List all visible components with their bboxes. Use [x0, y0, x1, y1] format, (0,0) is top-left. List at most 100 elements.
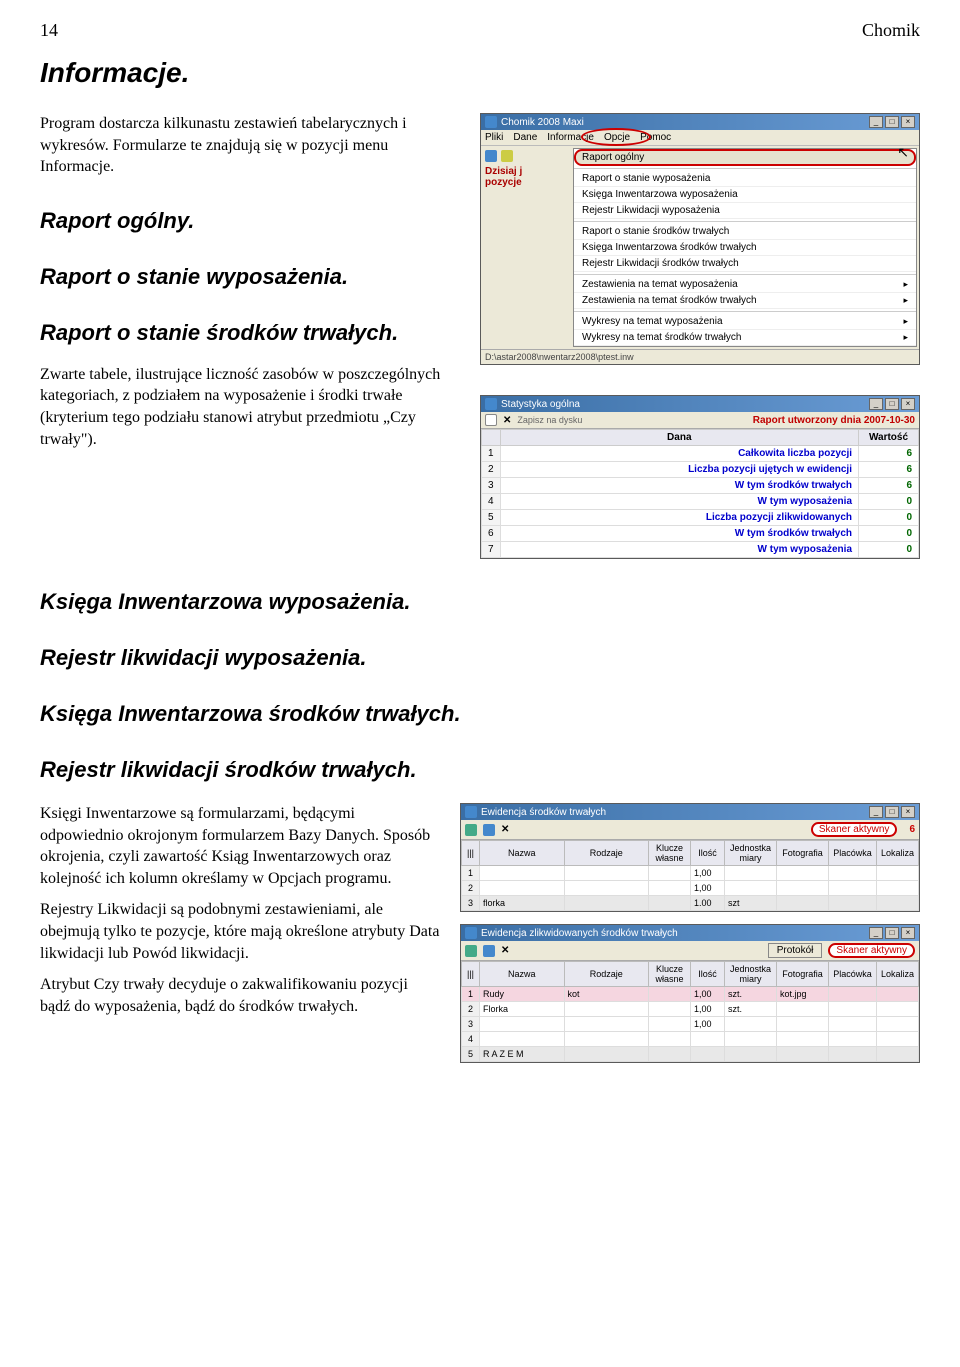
- info-icon[interactable]: [483, 824, 495, 836]
- cell[interactable]: [829, 881, 877, 896]
- cell[interactable]: [877, 896, 919, 911]
- cell[interactable]: [564, 881, 649, 896]
- cell[interactable]: [649, 1002, 691, 1017]
- menu-item[interactable]: Raport ogólny: [574, 149, 916, 166]
- cell[interactable]: szt: [725, 896, 777, 911]
- column-header[interactable]: Lokaliza: [877, 962, 919, 987]
- info-icon[interactable]: [483, 945, 495, 957]
- toolbar-icon[interactable]: [501, 150, 513, 162]
- cell[interactable]: [877, 1002, 919, 1017]
- menu-item[interactable]: Księga Inwentarzowa wyposażenia: [574, 187, 916, 203]
- column-header[interactable]: Nazwa: [480, 962, 565, 987]
- cell[interactable]: [564, 896, 649, 911]
- cell[interactable]: 1,00: [691, 1017, 725, 1032]
- cell[interactable]: [691, 1032, 725, 1047]
- cell[interactable]: [649, 866, 691, 881]
- cell[interactable]: [777, 866, 829, 881]
- cell[interactable]: [877, 881, 919, 896]
- menu-item[interactable]: Wykresy na temat środków trwałych: [574, 330, 916, 346]
- cell[interactable]: szt.: [725, 987, 777, 1002]
- cell[interactable]: [877, 866, 919, 881]
- cell[interactable]: [691, 1047, 725, 1062]
- cell[interactable]: [564, 1047, 649, 1062]
- cell[interactable]: florka: [480, 896, 565, 911]
- menu-item[interactable]: Raport o stanie środków trwałych: [574, 224, 916, 240]
- cell[interactable]: [480, 866, 565, 881]
- table-row[interactable]: 5R A Z E M: [462, 1047, 919, 1062]
- cell[interactable]: [829, 1017, 877, 1032]
- maximize-button[interactable]: □: [885, 927, 899, 939]
- cell[interactable]: 1,00: [691, 1002, 725, 1017]
- table-row[interactable]: 4: [462, 1032, 919, 1047]
- minimize-button[interactable]: _: [869, 116, 883, 128]
- cell[interactable]: Florka: [480, 1002, 565, 1017]
- toolbar-icon[interactable]: [485, 150, 497, 162]
- cell[interactable]: [649, 1017, 691, 1032]
- column-header[interactable]: Jednostka miary: [725, 962, 777, 987]
- maximize-button[interactable]: □: [885, 806, 899, 818]
- toolbar-icon[interactable]: [465, 824, 477, 836]
- cell[interactable]: [725, 866, 777, 881]
- cell[interactable]: [877, 1032, 919, 1047]
- cell[interactable]: [877, 1017, 919, 1032]
- menu-item[interactable]: Raport o stanie wyposażenia: [574, 171, 916, 187]
- table-row[interactable]: 31,00: [462, 1017, 919, 1032]
- column-header[interactable]: Placówka: [829, 841, 877, 866]
- column-header[interactable]: Ilość: [691, 962, 725, 987]
- close-button[interactable]: ×: [901, 927, 915, 939]
- maximize-button[interactable]: □: [885, 398, 899, 410]
- cell[interactable]: kot: [564, 987, 649, 1002]
- cell[interactable]: [725, 1047, 777, 1062]
- column-header[interactable]: Klucze własne: [649, 962, 691, 987]
- cell[interactable]: [777, 896, 829, 911]
- close-icon[interactable]: ✕: [501, 824, 509, 835]
- column-header[interactable]: Ilość: [691, 841, 725, 866]
- column-header[interactable]: Lokaliza: [877, 841, 919, 866]
- cell[interactable]: [877, 1047, 919, 1062]
- cell[interactable]: R A Z E M: [480, 1047, 565, 1062]
- menu-item[interactable]: Księga Inwentarzowa środków trwałych: [574, 240, 916, 256]
- save-icon[interactable]: [485, 414, 497, 426]
- menu-item[interactable]: Rejestr Likwidacji środków trwałych: [574, 256, 916, 272]
- cell[interactable]: 1.00: [691, 896, 725, 911]
- cell[interactable]: [725, 881, 777, 896]
- cell[interactable]: [649, 1047, 691, 1062]
- cell[interactable]: [649, 881, 691, 896]
- column-header[interactable]: Rodzaje: [564, 962, 649, 987]
- cell[interactable]: [480, 881, 565, 896]
- cell[interactable]: [777, 1002, 829, 1017]
- cell[interactable]: [777, 1032, 829, 1047]
- table-row[interactable]: 21,00: [462, 881, 919, 896]
- cell[interactable]: kot.jpg: [777, 987, 829, 1002]
- cell[interactable]: [480, 1032, 565, 1047]
- cell[interactable]: [829, 896, 877, 911]
- menu-dane[interactable]: Dane: [513, 132, 537, 143]
- column-header[interactable]: Placówka: [829, 962, 877, 987]
- menu-item[interactable]: Wykresy na temat wyposażenia: [574, 314, 916, 330]
- cell[interactable]: [564, 1017, 649, 1032]
- close-icon[interactable]: ✕: [501, 945, 509, 956]
- column-header[interactable]: Jednostka miary: [725, 841, 777, 866]
- cell[interactable]: [564, 1002, 649, 1017]
- close-icon[interactable]: ✕: [503, 415, 511, 426]
- table-row[interactable]: 11,00: [462, 866, 919, 881]
- cell[interactable]: [829, 987, 877, 1002]
- table-row[interactable]: 1Rudykot1,00szt.kot.jpg: [462, 987, 919, 1002]
- cell[interactable]: [725, 1032, 777, 1047]
- toolbar-icon[interactable]: [465, 945, 477, 957]
- cell[interactable]: [777, 1047, 829, 1062]
- cell[interactable]: Rudy: [480, 987, 565, 1002]
- cell[interactable]: [829, 866, 877, 881]
- minimize-button[interactable]: _: [869, 927, 883, 939]
- cell[interactable]: [480, 1017, 565, 1032]
- cell[interactable]: [725, 1017, 777, 1032]
- cell[interactable]: [829, 1002, 877, 1017]
- cell[interactable]: [649, 1032, 691, 1047]
- menu-item[interactable]: Zestawienia na temat wyposażenia: [574, 277, 916, 293]
- menu-pliki[interactable]: Pliki: [485, 132, 503, 143]
- cell[interactable]: [829, 1032, 877, 1047]
- column-header[interactable]: Fotografia: [777, 962, 829, 987]
- cell[interactable]: szt.: [725, 1002, 777, 1017]
- cell[interactable]: [649, 987, 691, 1002]
- cell[interactable]: [829, 1047, 877, 1062]
